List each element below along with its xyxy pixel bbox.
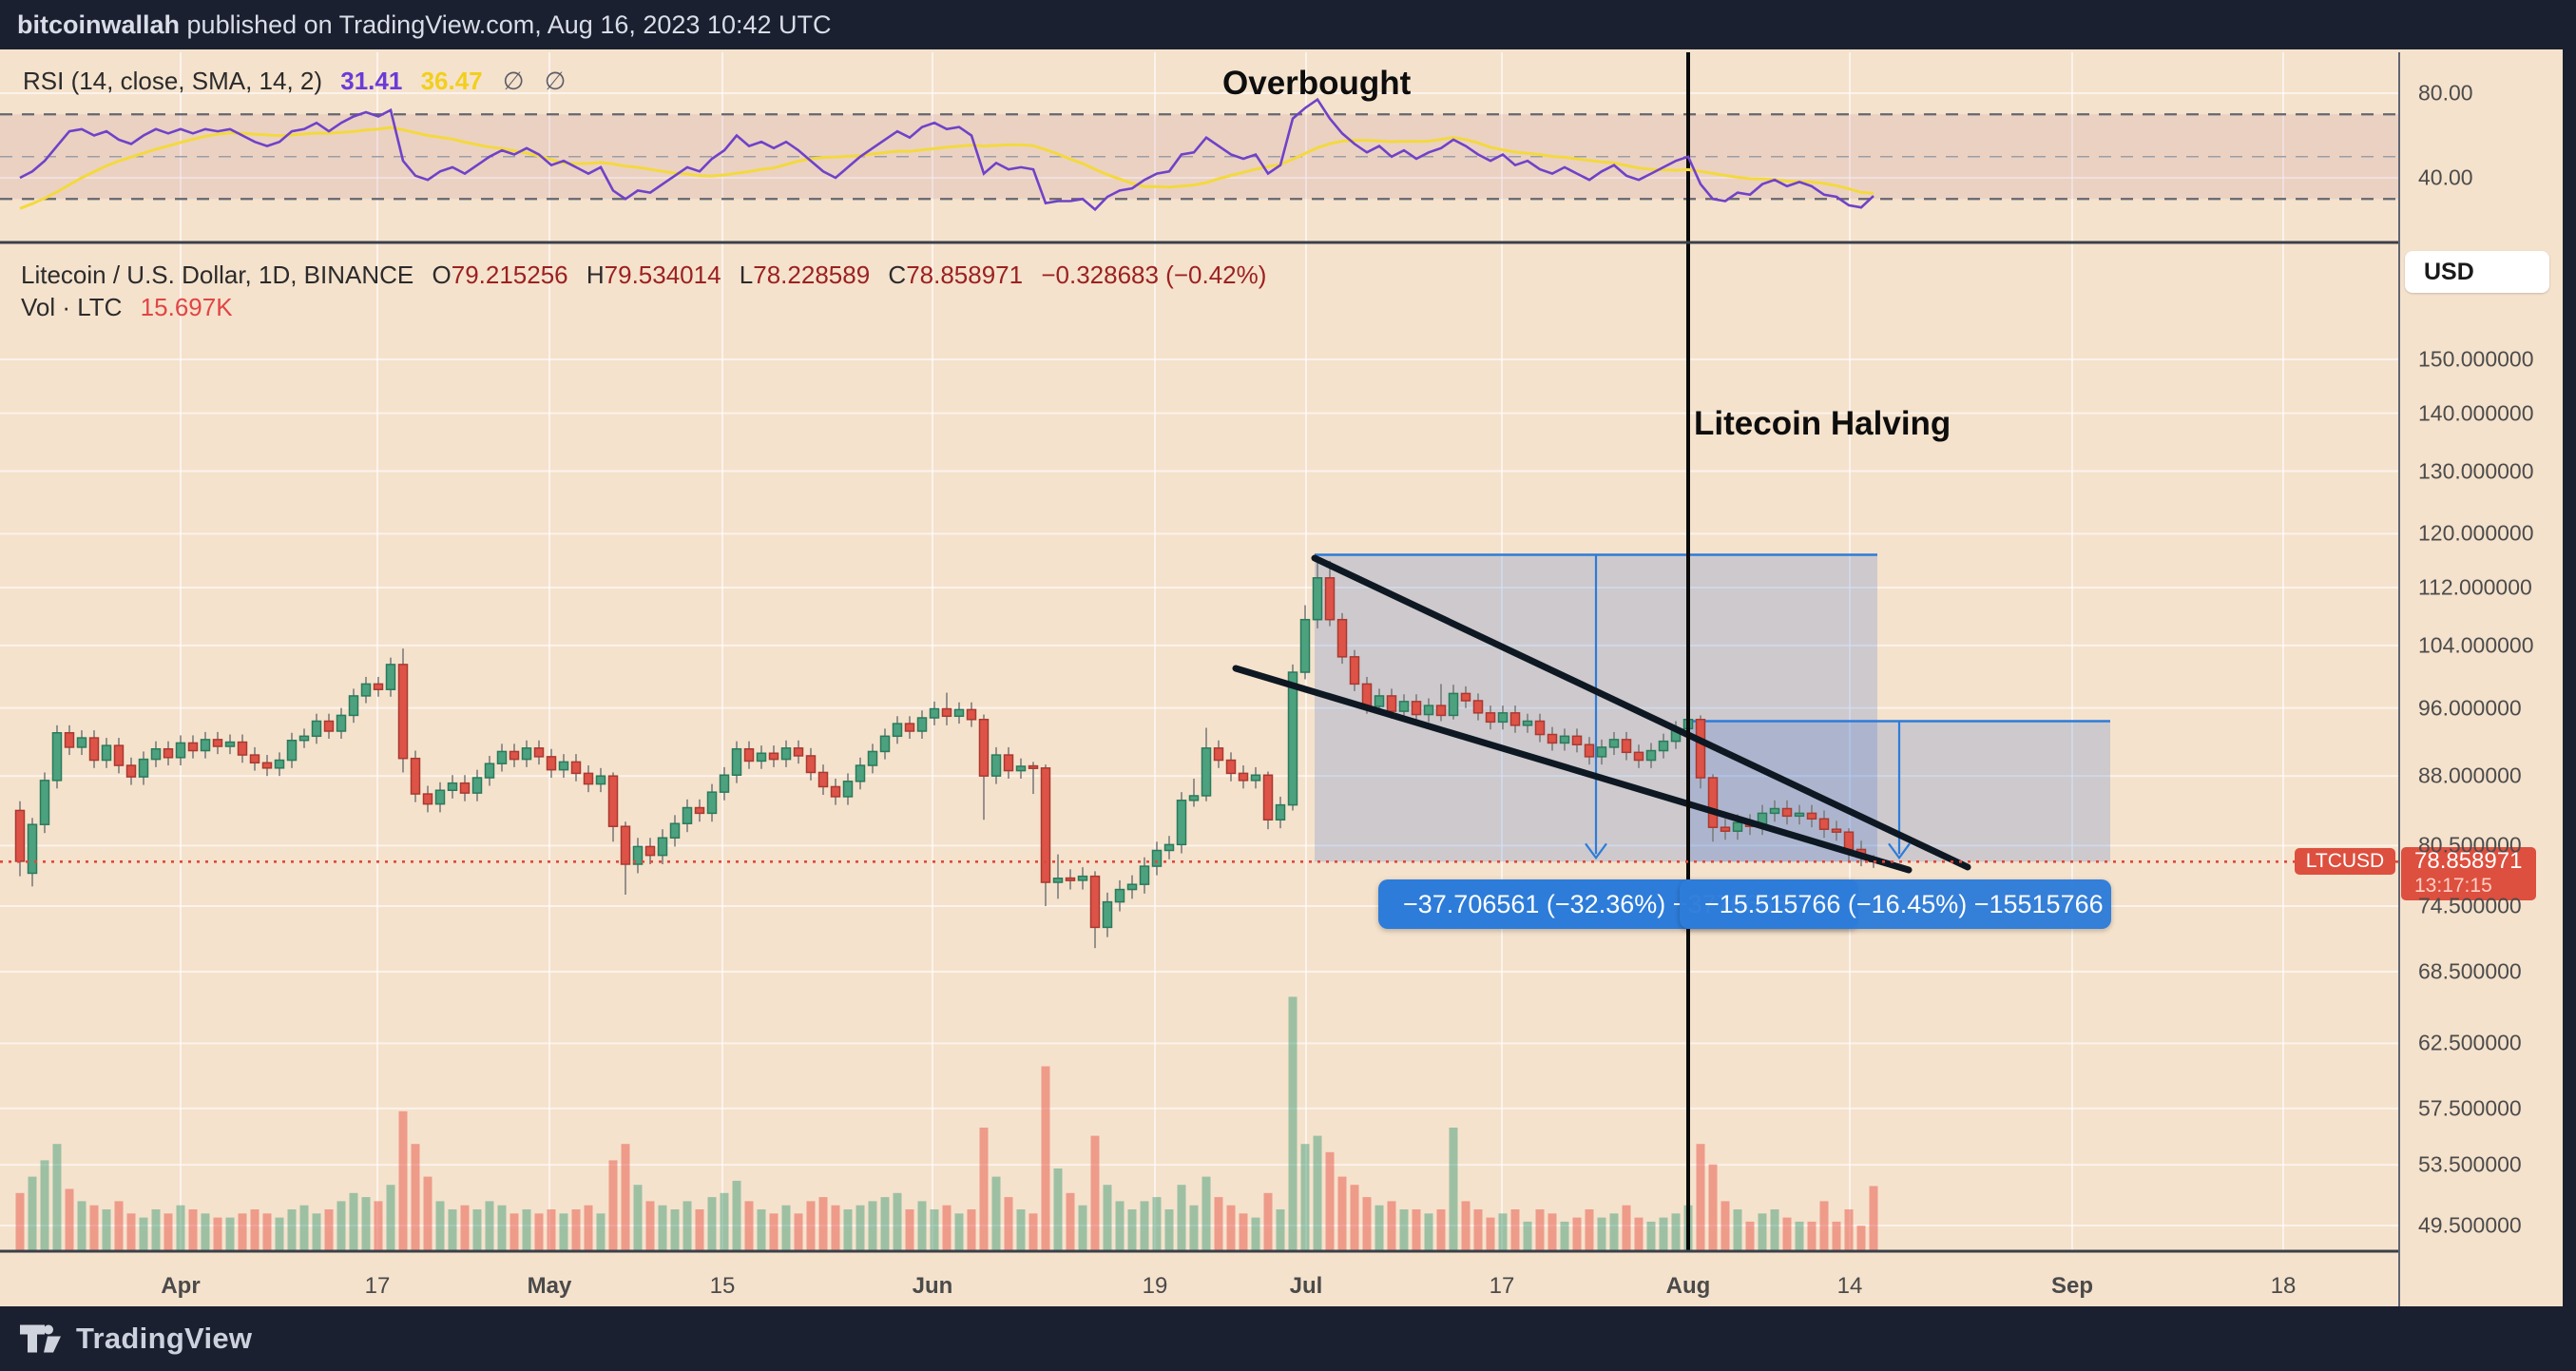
price-axis-label[interactable]: 49.500000 [2418, 1212, 2522, 1238]
rsi-indicator-title[interactable]: RSI (14, close, SMA, 14, 2) [23, 67, 323, 95]
price-axis-label[interactable]: 62.500000 [2418, 1030, 2522, 1055]
open-label: O [432, 261, 452, 289]
symbol-price-flag: LTCUSD [2295, 848, 2395, 875]
rsi-current-value: 31.41 [340, 67, 403, 95]
close-value: 78.858971 [906, 261, 1024, 289]
price-axis-label[interactable]: 140.000000 [2418, 400, 2534, 426]
time-axis-label[interactable]: Aug [1665, 1273, 1711, 1299]
bar-countdown: 13:17:15 [2414, 875, 2492, 897]
open-value: 79.215256 [451, 261, 568, 289]
rsi-sma-value: 36.47 [420, 67, 483, 95]
currency-toggle-button[interactable]: USD [2405, 251, 2549, 293]
time-axis-label[interactable]: 19 [1142, 1273, 1168, 1299]
time-axis-label[interactable]: 14 [1836, 1273, 1863, 1299]
halving-annotation[interactable]: Litecoin Halving [1694, 405, 1951, 442]
price-axis-label[interactable]: 150.000000 [2418, 346, 2534, 372]
rsi-axis-label[interactable]: 80.00 [2418, 80, 2473, 106]
price-axis-label[interactable]: 112.000000 [2418, 574, 2532, 600]
overbought-annotation[interactable]: Overbought [1222, 65, 1412, 102]
symbol-legend[interactable]: Litecoin / U.S. Dollar, 1D, BINANCE O79.… [21, 261, 1266, 290]
time-axis-label[interactable]: May [527, 1273, 572, 1299]
volume-value: 15.697K [140, 293, 233, 321]
last-price-badge: 78.858971 13:17:15 [2401, 847, 2536, 900]
change-value: −0.328683 (−0.42%) [1041, 261, 1267, 289]
price-axis-label[interactable]: 104.000000 [2418, 632, 2534, 658]
price-axis-label[interactable]: 96.000000 [2418, 695, 2522, 721]
tradingview-brand-text[interactable]: TradingView [76, 1322, 253, 1355]
time-axis-label[interactable]: 17 [364, 1273, 391, 1299]
high-label: H [586, 261, 605, 289]
volume-legend[interactable]: Vol · LTC 15.697K [21, 293, 233, 322]
rsi-legend[interactable]: RSI (14, close, SMA, 14, 2) 31.41 36.47 … [23, 67, 566, 96]
price-axis-label[interactable]: 80.500000 [2418, 832, 2522, 858]
price-axis-label[interactable]: 53.500000 [2418, 1151, 2522, 1177]
last-price-value: 78.858971 [2414, 848, 2523, 874]
time-axis-label[interactable]: Jul [1289, 1273, 1323, 1299]
price-range-tooltip-2[interactable]: −15.515766 (−16.45%) −15515766 [1680, 879, 2111, 929]
publisher-username: bitcoinwallah [17, 10, 181, 39]
publish-info: published on TradingView.com, Aug 16, 20… [180, 10, 832, 39]
time-axis-label[interactable]: Jun [912, 1273, 953, 1299]
low-value: 78.228589 [753, 261, 871, 289]
footer-bar: TradingView [0, 1306, 2576, 1371]
price-axis-label[interactable]: 74.500000 [2418, 893, 2522, 918]
time-axis-label[interactable]: 17 [1489, 1273, 1515, 1299]
rsi-band-placeholder-2: ∅ [544, 67, 567, 95]
symbol-title[interactable]: Litecoin / U.S. Dollar, 1D, BINANCE [21, 261, 414, 289]
low-label: L [739, 261, 754, 289]
price-axis-label[interactable]: 120.000000 [2418, 520, 2534, 546]
time-axis-label[interactable]: 15 [709, 1273, 736, 1299]
close-label: C [888, 261, 907, 289]
rsi-band-placeholder-1: ∅ [502, 67, 525, 95]
high-value: 79.534014 [604, 261, 721, 289]
tradingview-logo-icon [20, 1324, 61, 1353]
price-axis-label[interactable]: 88.000000 [2418, 763, 2522, 788]
volume-label: Vol · LTC [21, 293, 123, 321]
price-axis-label[interactable]: 68.500000 [2418, 958, 2522, 984]
time-axis-label[interactable]: 18 [2270, 1273, 2297, 1299]
price-axis-label[interactable]: 130.000000 [2418, 458, 2534, 484]
publish-header: bitcoinwallah published on TradingView.c… [0, 0, 2576, 49]
rsi-axis-label[interactable]: 40.00 [2418, 164, 2473, 190]
right-edge-strip [2563, 49, 2576, 1306]
price-axis-label[interactable]: 57.500000 [2418, 1095, 2522, 1121]
time-axis-label[interactable]: Apr [161, 1273, 201, 1299]
time-axis-label[interactable]: Sep [2050, 1273, 2094, 1299]
chart-canvas[interactable] [0, 0, 2576, 1306]
